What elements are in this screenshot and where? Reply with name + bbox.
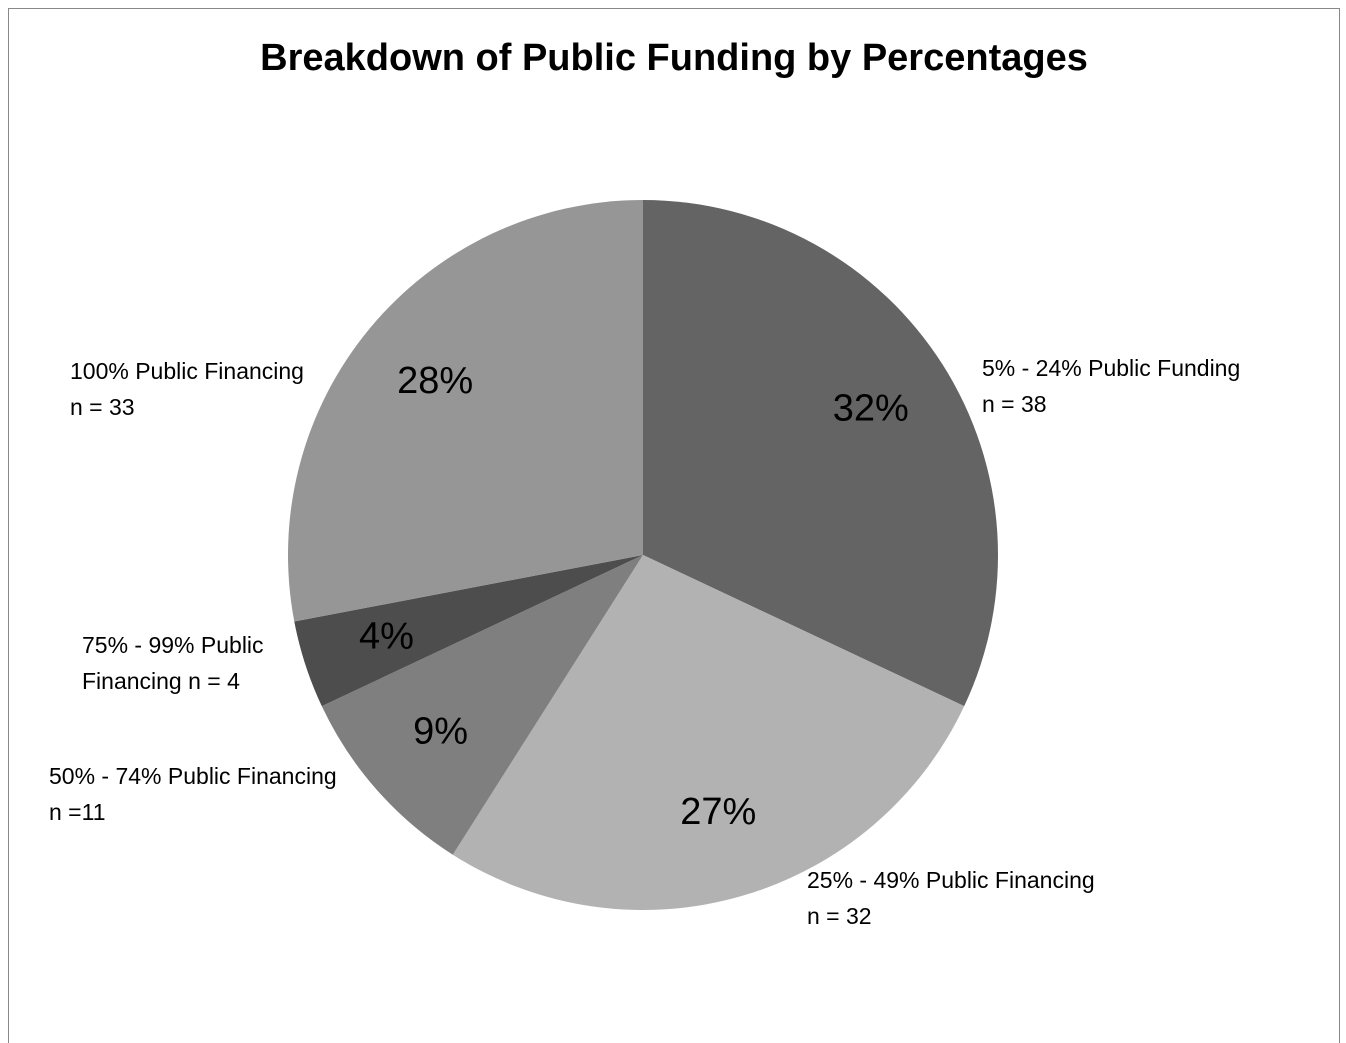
category-label: Financing n = 4	[82, 668, 240, 694]
pie-slice	[321, 555, 643, 855]
value-label: 32%	[833, 387, 909, 429]
value-label: 9%	[413, 710, 468, 752]
pie-slice	[452, 555, 965, 910]
category-label: 50% - 74% Public Financing	[49, 763, 337, 789]
category-label: n = 33	[70, 394, 135, 420]
chart-title: Breakdown of Public Funding by Percentag…	[260, 37, 1088, 79]
value-label: 27%	[680, 791, 756, 833]
category-label: 25% - 49% Public Financing	[807, 867, 1095, 893]
pie-slice	[643, 200, 999, 707]
category-label: 5% - 24% Public Funding	[982, 355, 1240, 381]
category-label: n =11	[49, 799, 106, 825]
category-label: n = 38	[982, 391, 1047, 417]
category-label: 75% - 99% Public	[82, 632, 264, 658]
value-label: 28%	[397, 360, 473, 402]
pie-slice	[294, 555, 643, 707]
category-label: 100% Public Financing	[70, 358, 304, 384]
value-label: 4%	[359, 615, 414, 657]
category-label: n = 32	[807, 903, 872, 929]
pie-slice	[288, 200, 643, 622]
